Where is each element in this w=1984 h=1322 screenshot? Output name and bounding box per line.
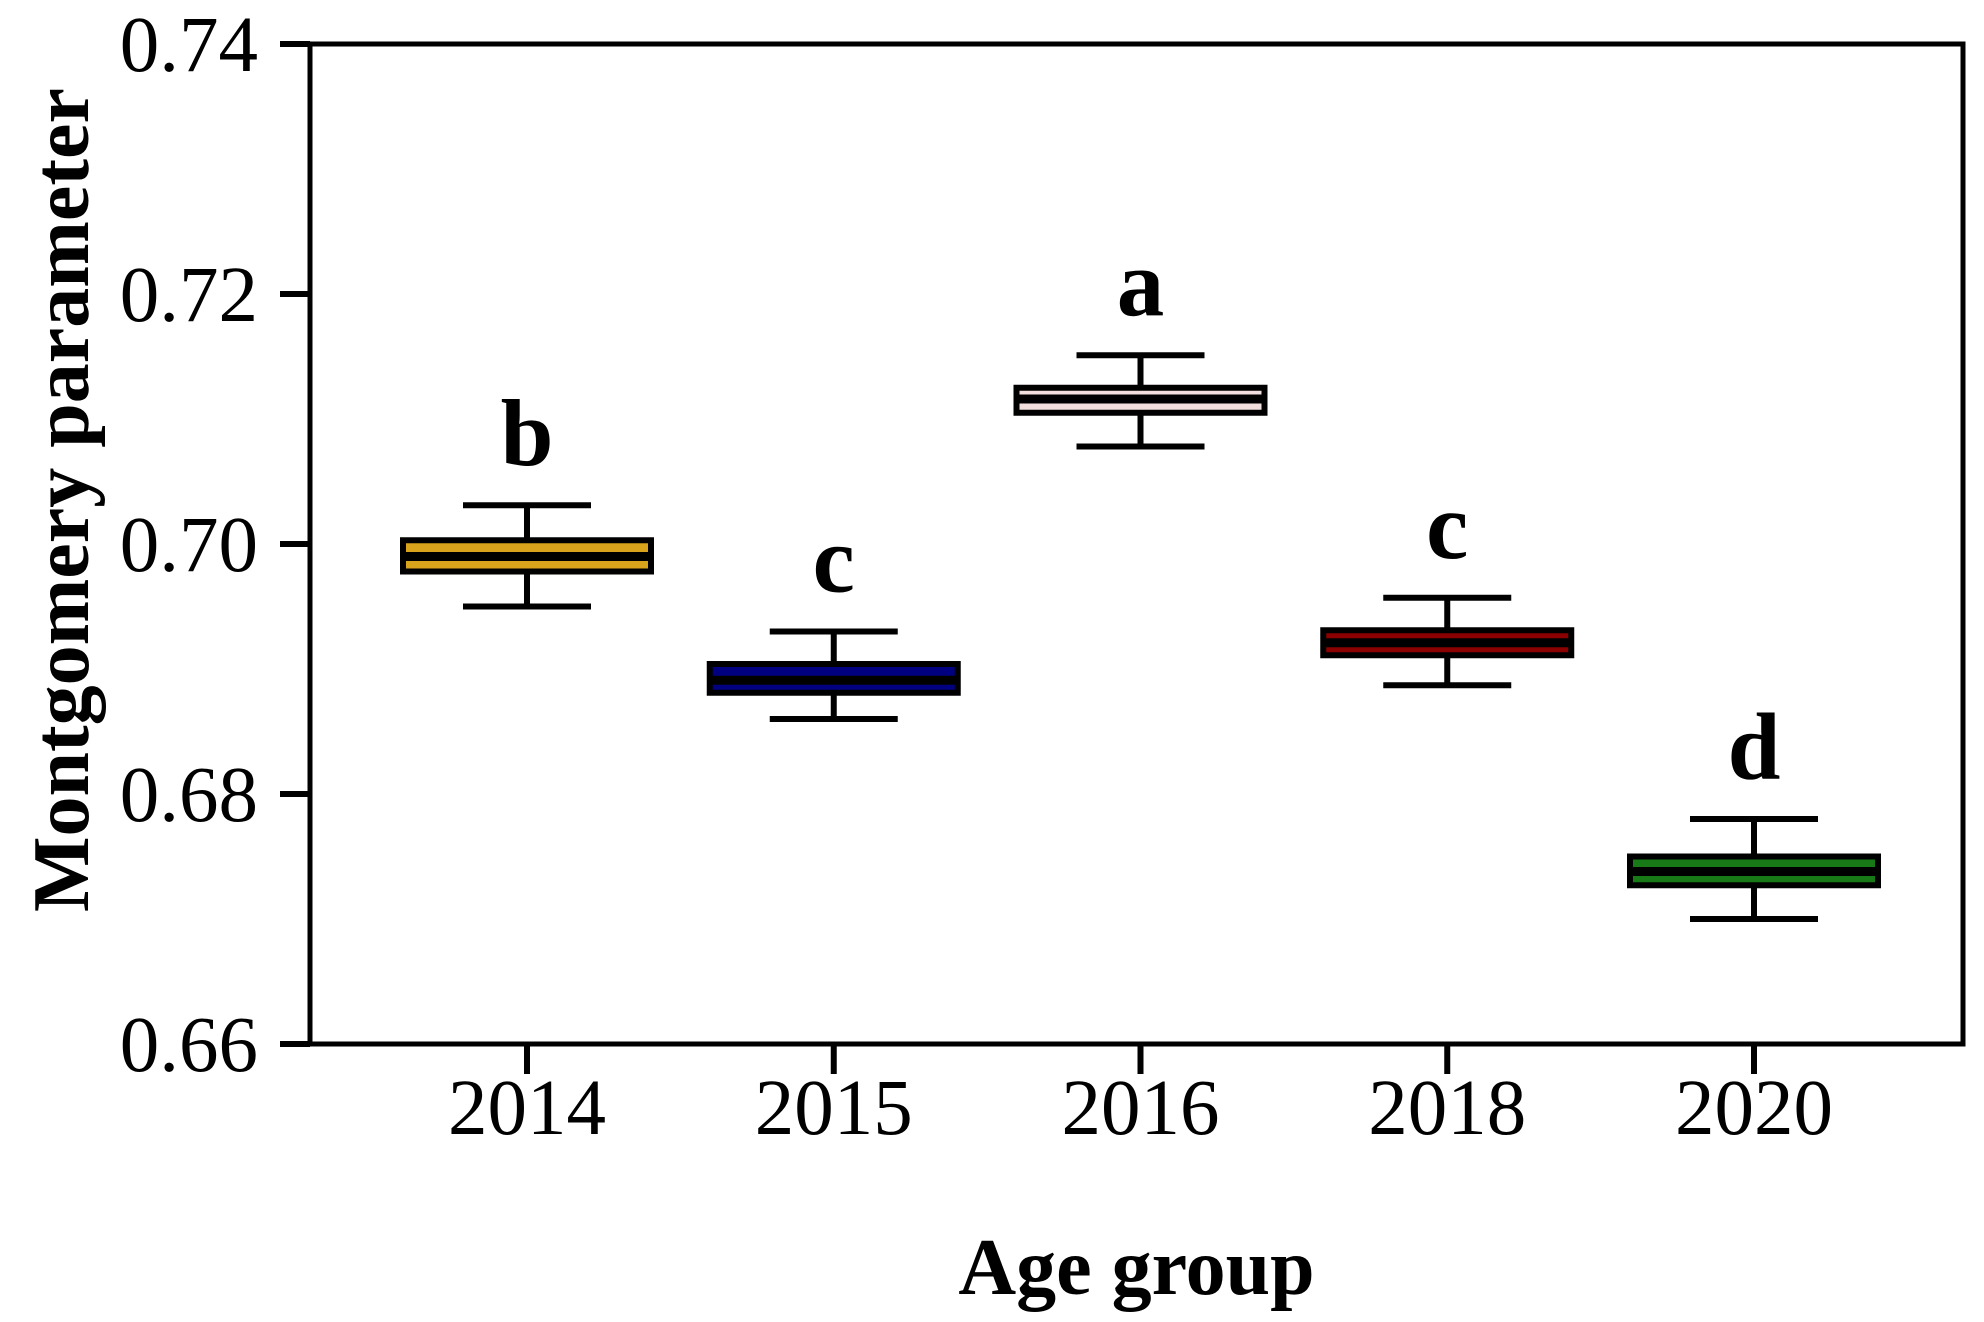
significance-letter: b — [501, 380, 554, 486]
x-tick-label: 2016 — [1062, 1065, 1220, 1152]
y-tick-label: 0.74 — [120, 2, 258, 89]
x-tick-label: 2018 — [1368, 1065, 1526, 1152]
y-tick-label: 0.68 — [120, 752, 258, 839]
y-axis-title: Montgomery parameter — [18, 87, 106, 913]
significance-letter: c — [1426, 473, 1468, 579]
x-tick-label: 2020 — [1675, 1065, 1833, 1152]
significance-letter: a — [1117, 230, 1165, 336]
significance-letter: d — [1728, 694, 1781, 800]
x-tick-label: 2015 — [755, 1065, 913, 1152]
x-tick-label: 2014 — [448, 1065, 606, 1152]
x-axis-title: Age group — [958, 1224, 1315, 1312]
y-tick-label: 0.66 — [120, 1002, 258, 1089]
significance-letter: c — [813, 507, 855, 613]
y-tick-label: 0.72 — [120, 252, 258, 339]
y-tick-label: 0.70 — [120, 502, 258, 589]
